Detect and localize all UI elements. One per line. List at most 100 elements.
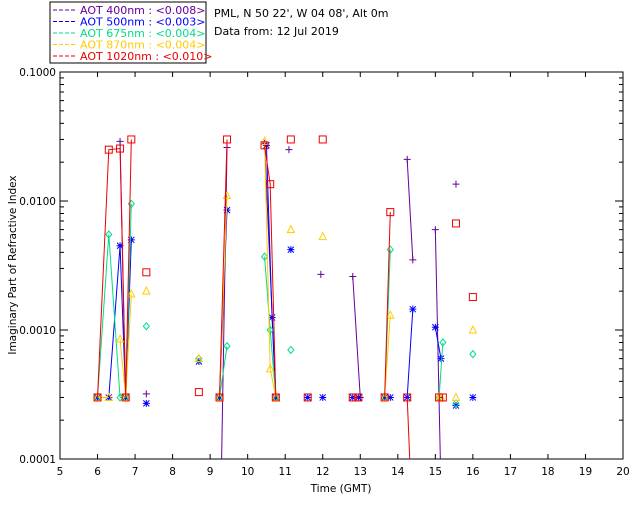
data-point-plus [116,137,124,145]
legend-entry: AOT 675nm : <0.004> [80,27,206,40]
x-tick-label: 14 [391,466,405,478]
series-aot-870nm [93,136,478,401]
x-tick-label: 10 [241,466,254,478]
data-point-square [468,293,477,302]
data-point-asterisk [268,313,276,321]
data-point-triangle [451,392,461,401]
data-point-square [348,393,357,402]
x-tick-label: 15 [429,466,442,478]
data-point-diamond [439,338,447,347]
data-point-triangle [127,288,136,298]
legend-box [49,1,207,64]
data-point-diamond [142,321,150,331]
plot-frame [59,71,624,460]
series-line [384,315,391,398]
data-point-asterisk [431,323,439,331]
y-tick-label: 0.1000 [19,67,56,79]
data-point-square [386,208,395,217]
data-point-triangle [260,136,269,145]
data-point-asterisk [409,305,417,313]
series-line [264,145,277,398]
x-tick-label: 9 [207,466,214,478]
data-point-triangle [142,286,151,295]
series-line [219,346,228,398]
data-point-diamond [287,345,295,355]
data-point-square [303,393,312,402]
data-point-diamond [469,349,477,359]
data-point-asterisk [262,141,270,149]
data-point-plus [452,180,460,188]
data-point-diamond [386,245,394,254]
data-point-asterisk [469,393,477,401]
data-point-square [223,135,232,144]
x-tick-label: 12 [316,466,329,478]
series-line [264,141,277,398]
data-point-square [121,393,130,402]
x-tick-label: 18 [541,466,554,478]
legend-entry: AOT 500nm : <0.003> [80,16,206,29]
legend-entry: AOT 870nm : <0.004> [80,39,206,52]
series-line [434,327,442,359]
x-tick-label: 11 [279,466,292,478]
data-point-asterisk [386,393,394,401]
data-point-diamond [127,199,135,209]
series-line [406,397,411,459]
data-point-diamond [223,341,231,351]
data-point-square [354,393,363,402]
series-line [406,159,414,260]
data-point-square [438,393,447,402]
data-point-asterisk [223,206,231,214]
legend: AOT 400nm : <0.008>AOT 500nm : <0.003>AO… [49,1,213,64]
data-point-square [127,135,136,144]
data-point-square [451,219,460,228]
station-label: PML, N 50 22', W 04 08', Alt 0m [214,7,388,20]
data-point-diamond [105,230,113,239]
data-point-square [403,393,412,402]
data-point-square [271,393,280,402]
data-point-asterisk [403,393,411,401]
data-point-plus [431,226,439,234]
series-line [384,212,391,398]
series-line [219,139,228,398]
y-tick-label: 0.0100 [19,196,56,208]
data-point-triangle [93,392,102,401]
x-axis-title: Time (GMT) [310,483,372,495]
data-point-square [194,388,203,397]
series-layer [93,135,478,459]
data-point-triangle [271,392,281,401]
y-tick-label: 0.0001 [19,454,56,466]
x-tick-label: 19 [579,466,592,478]
series-line [264,256,277,398]
legend-entry: AOT 400nm : <0.008> [80,4,206,17]
y-tick-label: 0.0010 [19,325,56,337]
x-tick-label: 8 [169,466,176,478]
data-point-diamond [260,252,269,261]
data-point-diamond [452,399,460,408]
series-line [221,147,228,459]
data-point-asterisk [304,393,312,401]
data-point-asterisk [142,399,150,407]
data-point-square [266,180,275,189]
series-line [97,139,132,398]
x-tick-label: 13 [354,466,367,478]
data-point-square [260,141,269,150]
data-point-triangle [194,353,204,363]
series-line [438,342,444,398]
data-point-diamond [266,325,274,335]
x-tick-label: 6 [94,466,101,478]
data-point-square [380,393,389,402]
series-line [352,276,361,398]
data-point-triangle [318,231,328,241]
data-point-square [215,393,224,402]
x-tick-label: 16 [466,466,480,478]
series-line [406,309,414,398]
x-tick-label: 5 [57,466,64,478]
data-point-asterisk [319,393,327,401]
data-point-plus [409,256,417,264]
data-point-plus [285,146,293,154]
data-point-square [93,393,102,402]
data-point-square [318,135,327,144]
data-point-asterisk [437,355,445,363]
data-point-asterisk [116,242,124,250]
